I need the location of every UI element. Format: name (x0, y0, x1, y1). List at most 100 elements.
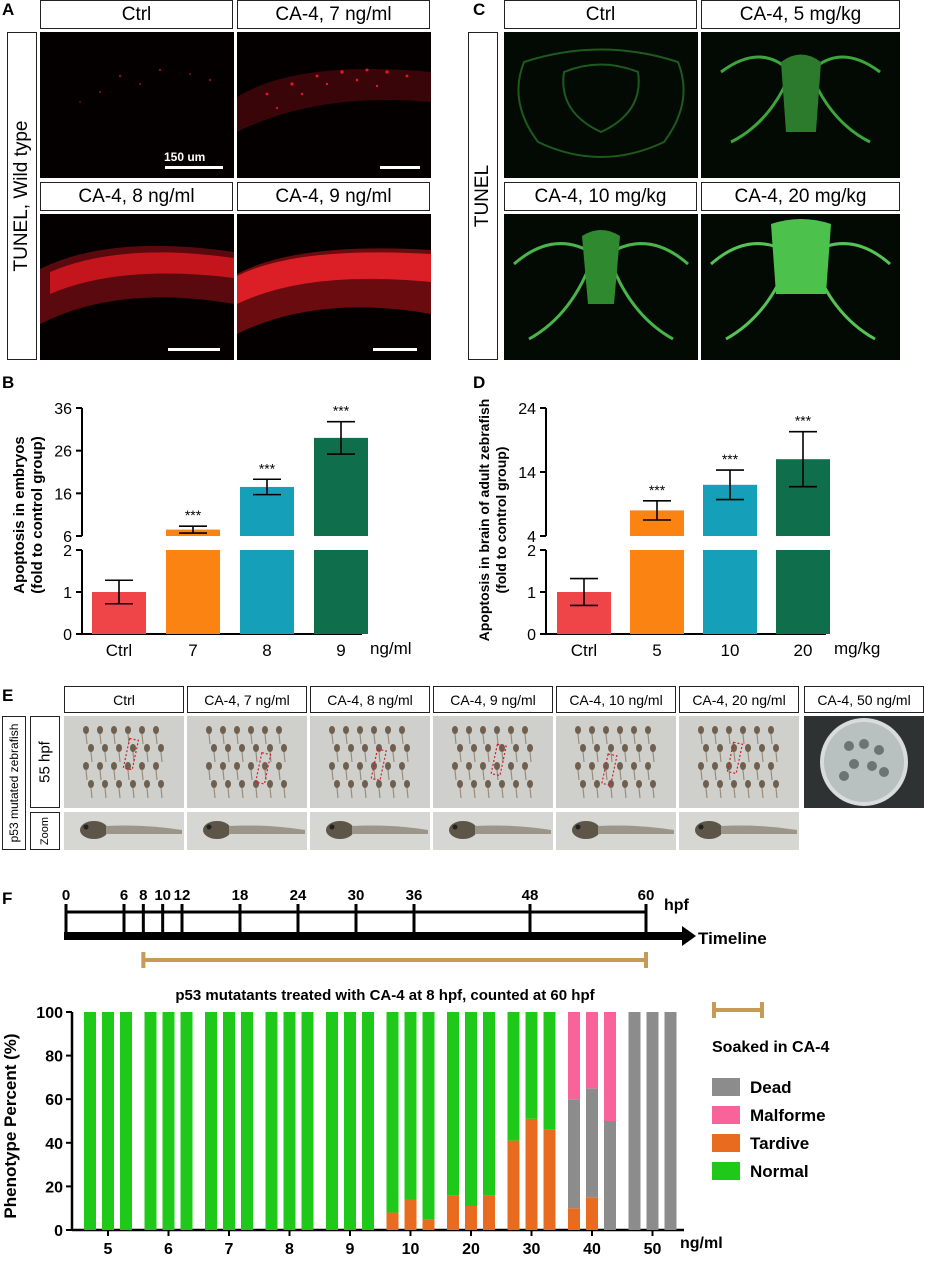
y-tick-label: 1 (527, 585, 536, 602)
x-tick-label: 5 (652, 641, 661, 660)
bar-lower-segment (314, 550, 368, 634)
y-tick-label: 6 (63, 529, 72, 546)
panel-d-unit: mg/kg (834, 639, 880, 658)
panel-f-chart: 0 20 40 60 80 100 5 6 7 8 9 10 20 30 40 50 (36, 1005, 684, 1258)
panel-e-row2-text: Zoom (39, 816, 51, 846)
panel-f-title: p53 mutatants treated with CA-4 at 8 hpf… (175, 987, 595, 1004)
panel-c-side-text: TUNEL (472, 164, 493, 228)
y-tick-label: 4 (527, 529, 536, 546)
panel-e-header: CA-4, 7 ng/ml (187, 686, 307, 713)
x-tick-label: 7 (225, 1241, 234, 1258)
stacked-bar-segment (586, 1197, 598, 1230)
y-tick-label: 0 (63, 627, 72, 644)
x-tick-label: 10 (402, 1241, 420, 1258)
significance-marker: *** (722, 451, 739, 467)
significance-marker: *** (795, 413, 812, 429)
stacked-bar-segment (543, 1012, 556, 1130)
legend-label: Tardive (750, 1134, 809, 1153)
panel-a-side-text: TUNEL, Wild type (11, 120, 32, 272)
x-tick-label: Ctrl (571, 641, 597, 660)
panel-c-header-10: CA-4, 10 mg/kg (504, 182, 697, 211)
panel-c-side-label: TUNEL (468, 32, 498, 360)
stacked-bar-segment (604, 1121, 616, 1230)
larvae-photo (310, 716, 430, 808)
significance-marker: *** (333, 403, 350, 419)
stacked-bar-segment (241, 1012, 253, 1230)
larva-zoom-photo (433, 812, 553, 850)
panel-d-chart: 0 1 24 14 24 Ctrl *** 5 *** 10 *** 20 (518, 401, 830, 660)
panel-b-unit: ng/ml (370, 639, 412, 658)
panel-e-side-label: p53 mutated zebrafish (2, 716, 26, 850)
tunel-green-brain (720, 54, 881, 144)
timeline-tick-label: 6 (120, 887, 128, 904)
y-tick-label: 100 (36, 1005, 63, 1022)
panel-a-side-label: TUNEL, Wild type (7, 32, 37, 360)
panel-a-image-8 (40, 214, 234, 360)
x-tick-label: 6 (164, 1241, 173, 1258)
panel-c-header-5: CA-4, 5 mg/kg (701, 0, 900, 29)
y-tick-label: 60 (45, 1092, 63, 1109)
stacked-bar-segment (404, 1012, 417, 1200)
panel-letter-b: B (2, 373, 14, 392)
panel-d-ylabel-1: Apoptosis in brain of adult zebrafish (476, 399, 492, 642)
scale-bar-label: 150 um (164, 150, 206, 164)
y-tick-label: 0 (527, 627, 536, 644)
bar-lower-segment (776, 550, 830, 634)
x-tick-label: 10 (721, 641, 740, 660)
scale-bar (380, 166, 420, 169)
larvae-photo (556, 716, 676, 808)
panel-e-row1-label: 55 hpf (30, 716, 60, 808)
larvae-photo (433, 716, 553, 808)
stacked-bar-segment (162, 1012, 175, 1230)
larva-zoom-photo (679, 812, 799, 850)
bar-charts-svg: B Apoptosis in embryos (fold to control … (2, 373, 880, 660)
stacked-bar-segment (326, 1012, 338, 1230)
panel-f-ylabel: Phenotype Percent (%) (1, 1033, 20, 1218)
panel-a-header-ctrl: Ctrl (40, 0, 233, 29)
tunel-red-signal (237, 68, 431, 132)
panel-c-header-20: CA-4, 20 mg/kg (701, 182, 900, 211)
stacked-bar-segment (568, 1012, 580, 1100)
larva-zoom-photo (64, 812, 184, 850)
x-tick-label: 30 (523, 1241, 541, 1258)
stacked-bar-segment (422, 1012, 435, 1220)
panel-c-image-10 (504, 214, 698, 360)
legend-swatch (712, 1134, 740, 1152)
stacked-bar-segment (422, 1219, 435, 1230)
legend-swatch (712, 1106, 740, 1124)
stacked-bar-segment (84, 1012, 96, 1230)
x-tick-label: 50 (644, 1241, 662, 1258)
stacked-bar-segment (102, 1012, 114, 1230)
panel-e-header: CA-4, 10 ng/ml (556, 686, 676, 713)
timeline-tick-label: 12 (174, 887, 191, 904)
significance-marker: *** (649, 482, 666, 498)
tunel-red-signal (40, 245, 234, 324)
larva-zoom-photo (187, 812, 307, 850)
panel-letter-c: C (473, 0, 486, 19)
x-tick-label: 8 (262, 641, 271, 660)
stacked-bar-segment (362, 1012, 374, 1230)
legend-label: Dead (750, 1078, 792, 1097)
scale-bar (373, 348, 417, 351)
legend-label: Malforme (750, 1106, 826, 1125)
x-tick-label: 20 (794, 641, 813, 660)
stacked-bar-segment (525, 1012, 538, 1119)
stacked-bar-segment (283, 1012, 296, 1230)
larva-zoom-photo (556, 812, 676, 850)
panel-c-header-ctrl: Ctrl (504, 0, 697, 29)
larvae-photo (64, 716, 184, 808)
bar-lower-segment (630, 550, 684, 634)
timeline-tick-label: 24 (290, 887, 307, 904)
stacked-bar-segment (120, 1012, 132, 1230)
stacked-bar-segment (205, 1012, 217, 1230)
panel-a-image-7 (237, 32, 431, 178)
bar-lower-segment (166, 550, 220, 634)
stacked-bar-segment (543, 1129, 556, 1230)
y-tick-label: 26 (54, 444, 72, 461)
tunel-red-signal (79, 68, 212, 103)
y-tick-label: 80 (45, 1049, 63, 1066)
panel-a-header-9: CA-4, 9 ng/ml (237, 182, 430, 211)
y-tick-label: 36 (54, 401, 72, 418)
timeline-tick-label: 18 (232, 887, 249, 904)
panel-letter-a: A (2, 0, 15, 19)
